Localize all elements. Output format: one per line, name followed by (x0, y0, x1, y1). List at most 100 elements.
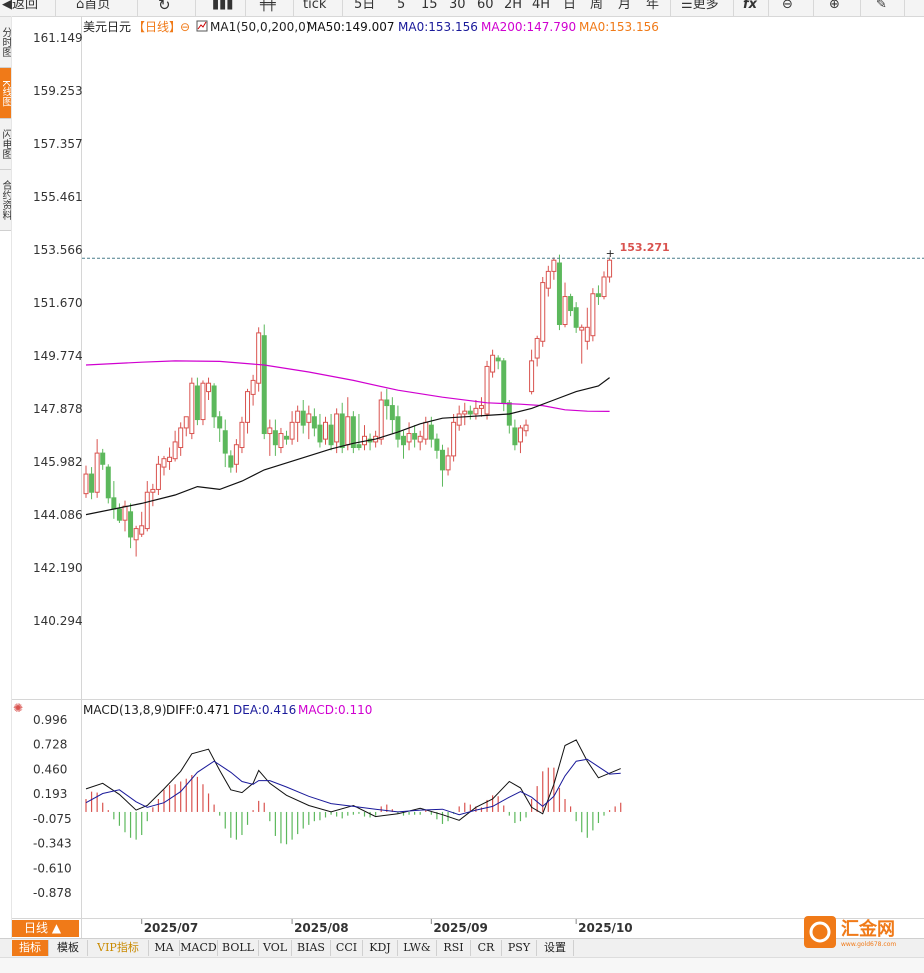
period-2h[interactable]: 2H (504, 0, 523, 12)
footer-tab-vol[interactable]: VOL (259, 940, 292, 956)
candle-up (529, 349, 535, 395)
candle-body (562, 296, 568, 326)
macd-tick-label: 0.193 (33, 787, 67, 801)
footer-tab-ma[interactable]: MA (149, 940, 180, 956)
macd-settings-icon[interactable]: ✺ (13, 701, 23, 715)
period-60[interactable]: 60 (477, 0, 494, 12)
macd-tick-label: -0.610 (33, 861, 72, 875)
footer-tab-boll[interactable]: BOLL (218, 940, 259, 956)
candle-up (523, 419, 529, 437)
candle-body (300, 410, 306, 426)
candle-up (334, 408, 340, 454)
period-5d[interactable]: 5日 (354, 0, 376, 12)
kline-chart[interactable]: 161.149 159.253 157.357 155.461 153.566 151.6… (0, 16, 924, 938)
footer-tab-kdj[interactable]: KDJ (363, 940, 398, 956)
candle-chart-button[interactable]: ╪╪ (260, 0, 276, 14)
candle-body (406, 433, 412, 443)
candle-body (501, 360, 507, 404)
tab-contract-info[interactable]: 合约资料 (0, 170, 11, 231)
candle-up (562, 282, 568, 328)
candle-up (378, 391, 384, 445)
candle-body (339, 413, 345, 449)
toolbar-divider (860, 0, 861, 16)
candle-body (445, 455, 451, 471)
period-15[interactable]: 15 (421, 0, 438, 12)
footer-tab-rsi[interactable]: RSI (437, 940, 471, 956)
home-button[interactable]: ⌂首页 (76, 0, 110, 14)
footer-tab-indicators[interactable]: 指标 (12, 940, 49, 956)
more-button[interactable]: ☰更多 (681, 0, 719, 14)
macd-dea-value: DEA:0.416 (233, 703, 296, 717)
tab-flash-chart[interactable]: 闪电图 (0, 119, 11, 170)
candle-down (100, 448, 106, 470)
draw-button[interactable]: ✎ (876, 0, 887, 14)
period-month[interactable]: 月 (618, 0, 632, 12)
date-tick-label: 2025/08 (294, 921, 348, 935)
dea-line (85, 758, 621, 816)
candle-body (495, 357, 501, 362)
candle-body (451, 421, 457, 457)
tab-time-sharing[interactable]: 分时图 (0, 17, 11, 68)
bar-chart-button[interactable]: ▮▮▮ (212, 0, 233, 14)
period-label: 【日线】 (133, 20, 181, 34)
candle-up (178, 422, 184, 456)
footer-tab-templates[interactable]: 模板 (49, 940, 88, 956)
period-5[interactable]: 5 (397, 0, 406, 12)
candle-body (417, 435, 423, 443)
candle-body (122, 505, 128, 521)
footer-tab-bias[interactable]: BIAS (292, 940, 331, 956)
toolbar-divider (55, 0, 56, 16)
macd-histogram (85, 767, 622, 845)
zoom-out-button[interactable]: ⊖ (782, 0, 793, 14)
candle-up (584, 307, 590, 350)
period-day[interactable]: 日 (563, 0, 577, 12)
footer-tab-settings[interactable]: 设置 (537, 940, 574, 956)
period-30[interactable]: 30 (449, 0, 466, 12)
settings-icon[interactable]: ⊖ (180, 20, 190, 34)
refresh-button[interactable]: ↻ (158, 0, 171, 14)
candle-up (462, 402, 468, 426)
candle-body (284, 435, 290, 440)
candle-body (83, 473, 89, 495)
candle-down (317, 413, 323, 448)
back-button[interactable]: ◀返回 (2, 0, 38, 14)
candle-up (122, 500, 128, 532)
candle-up (250, 374, 256, 406)
candle-down (412, 425, 418, 448)
period-week[interactable]: 周 (590, 0, 604, 12)
formula-button[interactable]: fx (743, 0, 757, 14)
period-4h[interactable]: 4H (532, 0, 551, 12)
period-year[interactable]: 年 (646, 0, 660, 12)
candle-body (222, 430, 228, 454)
candle-up (278, 427, 284, 454)
footer-tab-vip[interactable]: VIP指标 (88, 940, 149, 956)
toolbar: ◀返回 ⌂首页 ↻ ▮▮▮ ╪╪ tick 5日 5 15 30 60 2H 4… (0, 0, 924, 17)
footer-tab-cci[interactable]: CCI (331, 940, 363, 956)
macd-name: MACD(13,8,9) (83, 703, 167, 717)
candle-up (545, 265, 551, 297)
candle-down (284, 430, 290, 445)
price-tick-label: 155.461 (33, 190, 83, 204)
footer-tab-lw[interactable]: LW& (398, 940, 437, 956)
footer-tab-macd[interactable]: MACD (180, 940, 218, 956)
tab-kline[interactable]: K线图 (0, 68, 11, 119)
candle-body (456, 413, 462, 426)
price-tick-label: 159.253 (33, 84, 83, 98)
footer-tab-cr[interactable]: CR (471, 940, 502, 956)
period-selector[interactable]: 日线 ▲ (12, 920, 79, 937)
candle-up (601, 271, 607, 300)
candle-body (155, 463, 161, 490)
home-icon: ⌂ (76, 0, 85, 12)
candle-up (245, 388, 251, 434)
candle-down (261, 324, 267, 440)
candle-body (529, 360, 535, 393)
candle-up (551, 257, 557, 280)
zoom-in-button[interactable]: ⊕ (829, 0, 840, 14)
candle-body (462, 410, 468, 415)
toolbar-divider (733, 0, 734, 16)
footer-tab-psy[interactable]: PSY (502, 940, 537, 956)
candle-down (506, 399, 512, 434)
candle-body (473, 407, 479, 415)
tick-button[interactable]: tick (303, 0, 327, 12)
candle-body (239, 421, 245, 449)
